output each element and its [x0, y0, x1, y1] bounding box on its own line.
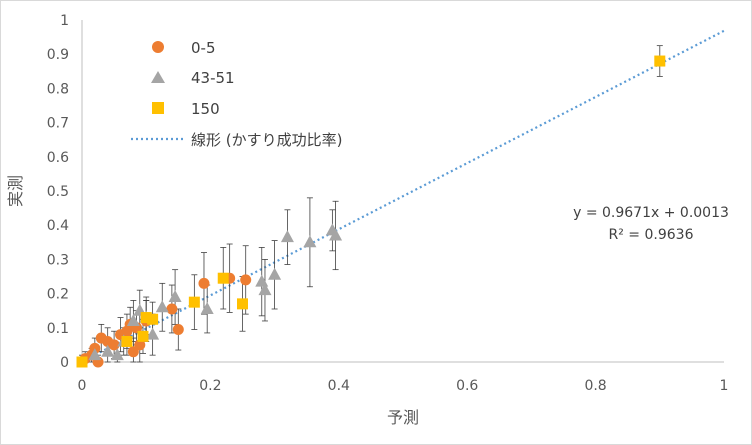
data-point-0-5 [172, 324, 184, 336]
legend-label-150: 150 [191, 100, 220, 118]
legend-marker-150 [152, 102, 164, 114]
error-bars [79, 45, 663, 363]
y-tick-label: 0 [60, 355, 69, 371]
legend-marker-43-51 [151, 71, 165, 83]
legend-label-43-51: 43-51 [191, 69, 235, 87]
y-tick-label: 0.1 [47, 321, 69, 337]
axes [81, 20, 724, 363]
data-point-43-51 [255, 274, 269, 287]
data-point-150 [147, 313, 159, 325]
data-point-43-51 [280, 230, 294, 243]
y-tick-label: 0.8 [47, 81, 69, 97]
x-tick-label: 1 [720, 378, 729, 394]
trendline-r2: R² = 0.9636 [609, 227, 694, 243]
x-tick-labels: 0 0.2 0.4 0.6 0.8 1 [78, 378, 729, 394]
x-tick-label: 0 [78, 378, 87, 394]
trendline-equation: y = 0.9671x + 0.0013 [573, 205, 729, 221]
data-point-43-51 [329, 228, 343, 241]
data-point-43-51 [101, 344, 115, 357]
y-tick-label: 0.3 [47, 252, 69, 268]
data-point-0-5 [240, 274, 252, 286]
y-tick-labels: 0 0.1 0.2 0.3 0.4 0.5 0.6 0.7 0.8 0.9 1 [47, 13, 69, 371]
data-point-150 [237, 298, 248, 310]
y-axis-title: 実測 [6, 175, 25, 207]
data-point-150 [121, 335, 133, 347]
data-point-43-51 [268, 267, 282, 280]
y-tick-label: 0.2 [47, 287, 69, 303]
data-point-0-5 [134, 339, 146, 351]
data-point-150 [217, 272, 229, 284]
x-tick-label: 0.4 [328, 378, 350, 394]
y-tick-label: 1 [60, 13, 69, 29]
x-tick-label: 0.2 [199, 378, 221, 394]
data-point-0-5 [166, 303, 178, 315]
data-points [76, 55, 666, 368]
y-tick-label: 0.7 [47, 116, 69, 132]
legend-label-0-5: 0-5 [191, 39, 216, 57]
data-point-43-51 [126, 313, 140, 326]
legend-label-trendline: 線形 (かすり成功比率) [191, 131, 342, 149]
data-point-43-51 [303, 235, 317, 248]
data-point-43-51 [200, 301, 214, 314]
data-point-0-5 [198, 277, 210, 289]
data-point-43-51 [110, 348, 124, 361]
y-tick-label: 0.6 [47, 150, 69, 166]
x-axis-title: 予測 [387, 408, 419, 427]
data-point-43-51 [168, 290, 182, 303]
data-point-43-51 [88, 348, 102, 361]
data-point-150 [76, 356, 88, 368]
x-tick-label: 0.8 [584, 378, 606, 394]
data-point-43-51 [155, 300, 169, 313]
y-tick-label: 0.9 [47, 47, 69, 63]
x-tick-label: 0.6 [456, 378, 478, 394]
legend: 0-5 43-51 150 線形 (かすり成功比率) [131, 39, 342, 149]
data-point-150 [654, 55, 666, 67]
legend-marker-0-5 [152, 41, 164, 53]
data-point-150 [137, 330, 149, 342]
data-point-150 [140, 312, 152, 324]
data-point-43-51 [146, 327, 160, 340]
y-tick-label: 0.4 [47, 218, 69, 234]
data-point-150 [188, 296, 200, 308]
y-tick-label: 0.5 [47, 184, 69, 200]
data-point-43-51 [258, 283, 272, 296]
data-point-0-5 [108, 339, 120, 351]
